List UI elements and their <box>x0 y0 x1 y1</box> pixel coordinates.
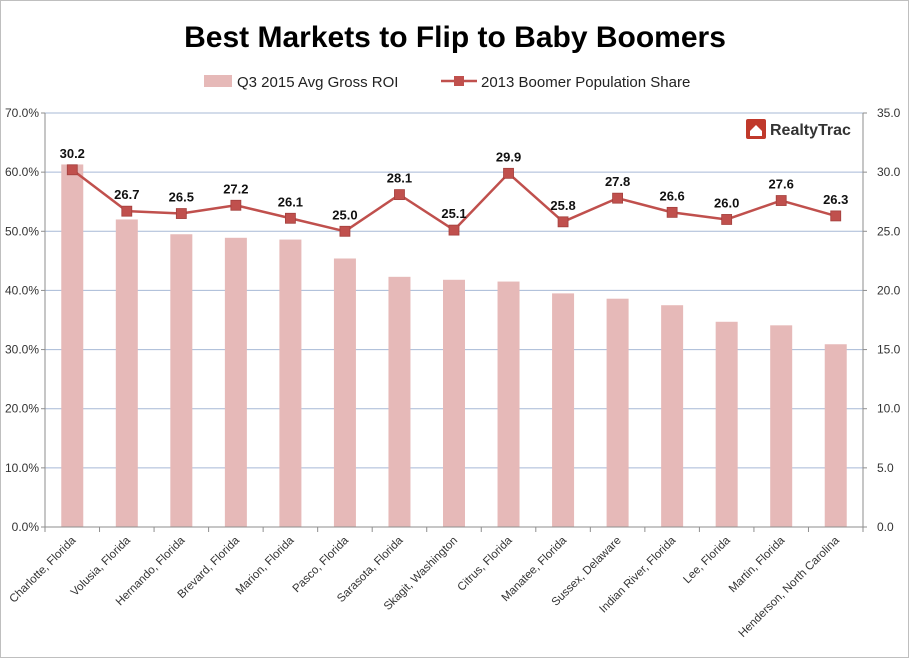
y-left-tick-label: 30.0% <box>5 343 39 357</box>
bar-roi-6 <box>333 258 356 527</box>
category-label: Marion, Florida <box>234 534 297 597</box>
population-point-10 <box>557 216 569 228</box>
population-point-3 <box>175 208 187 219</box>
data-label-population-3: 26.5 <box>169 190 194 205</box>
population-point-15 <box>830 210 842 222</box>
data-label-population-4: 27.2 <box>223 181 248 196</box>
legend-label-population: 2013 Boomer Population Share <box>481 74 690 91</box>
category-label: Pasco, Florida <box>291 534 352 595</box>
bar-roi-8 <box>443 279 465 527</box>
data-label-population-5: 26.1 <box>278 194 303 209</box>
axes <box>41 112 867 532</box>
population-point-9 <box>503 167 514 179</box>
y-right-tick-label: 30.0 <box>877 165 901 179</box>
y-left-tick-label: 20.0% <box>5 402 39 416</box>
y-left-tick-label: 60.0% <box>5 165 39 179</box>
bar-roi-11 <box>606 298 629 527</box>
bar-roi-14 <box>770 325 793 527</box>
bar-roi-7 <box>388 276 411 527</box>
data-label-population-2: 26.7 <box>114 187 139 202</box>
bar-roi-1 <box>61 164 84 527</box>
category-label: Martin, Florida <box>727 534 788 595</box>
y-right-tick-label: 20.0 <box>877 283 901 297</box>
bar-roi-5 <box>279 239 302 527</box>
data-label-population-11: 27.8 <box>605 174 630 189</box>
y-left-tick-label: 70.0% <box>5 106 39 120</box>
legend-marker-population <box>454 76 464 86</box>
logo-text: RealtyTrac <box>770 122 851 139</box>
bar-roi-15 <box>824 344 847 527</box>
data-label-population-13: 26.0 <box>714 195 739 210</box>
y-right-tick-label: 25.0 <box>877 224 901 238</box>
y-left-tick-label: 50.0% <box>5 224 39 238</box>
population-line <box>66 164 842 237</box>
bar-roi-3 <box>170 234 193 527</box>
data-label-population-6: 25.0 <box>332 207 357 222</box>
legend-swatch-roi <box>204 75 232 87</box>
bar-roi-4 <box>224 237 247 527</box>
bar-roi-12 <box>661 305 684 527</box>
bar-roi-9 <box>497 281 520 527</box>
category-label: Henderson, North Carolina <box>737 534 843 640</box>
data-label-population-8: 25.1 <box>441 206 466 221</box>
y-right-tick-label: 35.0 <box>877 106 901 120</box>
y-right-tick-label: 5.0 <box>877 461 894 475</box>
data-label-population-9: 29.9 <box>496 149 521 164</box>
legend-label-roi: Q3 2015 Avg Gross ROI <box>237 74 398 91</box>
data-label-population-10: 25.8 <box>550 198 575 213</box>
category-label: Charlotte, Florida <box>8 534 79 605</box>
y-left-tick-label: 0.0% <box>12 520 40 534</box>
population-point-14 <box>775 195 787 206</box>
data-labels: 30.2 26.7 26.5 27.2 26.1 25.0 28.1 25.1 29.9 25.8… <box>60 146 849 223</box>
population-point-5 <box>284 212 296 224</box>
bar-roi-2 <box>115 219 138 527</box>
population-point-13 <box>721 214 733 225</box>
bar-roi-10 <box>552 293 575 527</box>
population-point-8 <box>448 224 460 236</box>
data-label-population-12: 26.6 <box>659 188 684 203</box>
population-point-1 <box>66 164 78 176</box>
bar-roi-13 <box>715 321 738 527</box>
category-label: Citrus, Florida <box>456 534 516 594</box>
data-label-population-1: 30.2 <box>60 146 85 161</box>
bars <box>61 164 847 527</box>
chart-title: Best Markets to Flip to Baby Boomers <box>184 21 726 54</box>
legend: Q3 2015 Avg Gross ROI 2013 Boomer Popula… <box>204 74 690 91</box>
population-point-12 <box>666 206 678 218</box>
data-label-population-7: 28.1 <box>387 171 412 186</box>
data-label-population-14: 27.6 <box>769 177 794 192</box>
population-point-11 <box>612 192 623 204</box>
y-left-tick-label: 40.0% <box>5 283 39 297</box>
population-point-4 <box>230 199 242 211</box>
y-right-tick-label: 0.0 <box>877 520 894 534</box>
category-label: Lee, Florida <box>681 534 733 586</box>
realtytrac-logo: RealtyTrac <box>746 119 851 139</box>
population-point-2 <box>121 205 133 217</box>
population-point-7 <box>394 189 405 201</box>
population-point-6 <box>339 225 351 237</box>
y-right-tick-label: 15.0 <box>877 343 901 357</box>
data-label-population-15: 26.3 <box>823 192 848 207</box>
y-left-tick-label: 10.0% <box>5 461 39 475</box>
tick-labels: 0.0% 10.0% 20.0% 30.0% 40.0% 50.0% 60.0% 70.0% 0… <box>5 106 901 534</box>
y-right-tick-label: 10.0 <box>877 402 901 416</box>
